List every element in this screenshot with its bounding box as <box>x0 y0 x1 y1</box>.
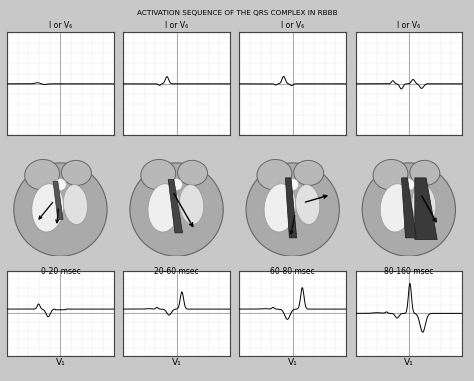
Ellipse shape <box>264 184 296 232</box>
Ellipse shape <box>373 160 408 190</box>
Ellipse shape <box>178 160 208 186</box>
Text: 80-160 msec: 80-160 msec <box>384 267 434 276</box>
Polygon shape <box>401 178 416 238</box>
Ellipse shape <box>14 163 107 256</box>
Text: I or V₆: I or V₆ <box>165 21 188 30</box>
Ellipse shape <box>25 160 60 190</box>
Ellipse shape <box>287 179 299 190</box>
Text: 60-80 msec: 60-80 msec <box>270 267 315 276</box>
Text: 20-60 msec: 20-60 msec <box>154 267 199 276</box>
Ellipse shape <box>296 185 320 224</box>
Text: I or V₆: I or V₆ <box>49 21 72 30</box>
Text: V₁: V₁ <box>172 358 182 367</box>
Ellipse shape <box>148 184 180 232</box>
Text: V₁: V₁ <box>404 358 414 367</box>
Polygon shape <box>415 178 437 240</box>
Ellipse shape <box>32 184 64 232</box>
Ellipse shape <box>62 160 91 186</box>
Ellipse shape <box>412 185 436 224</box>
Text: ACTIVATION SEQUENCE OF THE QRS COMPLEX IN RBBB: ACTIVATION SEQUENCE OF THE QRS COMPLEX I… <box>137 10 337 16</box>
Polygon shape <box>53 181 63 219</box>
Polygon shape <box>168 179 182 233</box>
Ellipse shape <box>141 160 176 190</box>
Polygon shape <box>285 178 297 238</box>
Ellipse shape <box>64 185 88 224</box>
Text: V₁: V₁ <box>288 358 298 367</box>
Ellipse shape <box>130 163 223 256</box>
Ellipse shape <box>180 185 204 224</box>
Ellipse shape <box>294 160 324 186</box>
Text: I or V₆: I or V₆ <box>397 21 420 30</box>
Ellipse shape <box>410 160 440 186</box>
Ellipse shape <box>55 179 66 190</box>
Text: 0-20 msec: 0-20 msec <box>41 267 80 276</box>
Ellipse shape <box>380 184 412 232</box>
Ellipse shape <box>246 163 339 256</box>
Ellipse shape <box>257 160 292 190</box>
Ellipse shape <box>403 179 415 190</box>
Ellipse shape <box>171 179 182 190</box>
Ellipse shape <box>362 163 456 256</box>
Text: V₁: V₁ <box>55 358 65 367</box>
Text: I or V₆: I or V₆ <box>281 21 304 30</box>
